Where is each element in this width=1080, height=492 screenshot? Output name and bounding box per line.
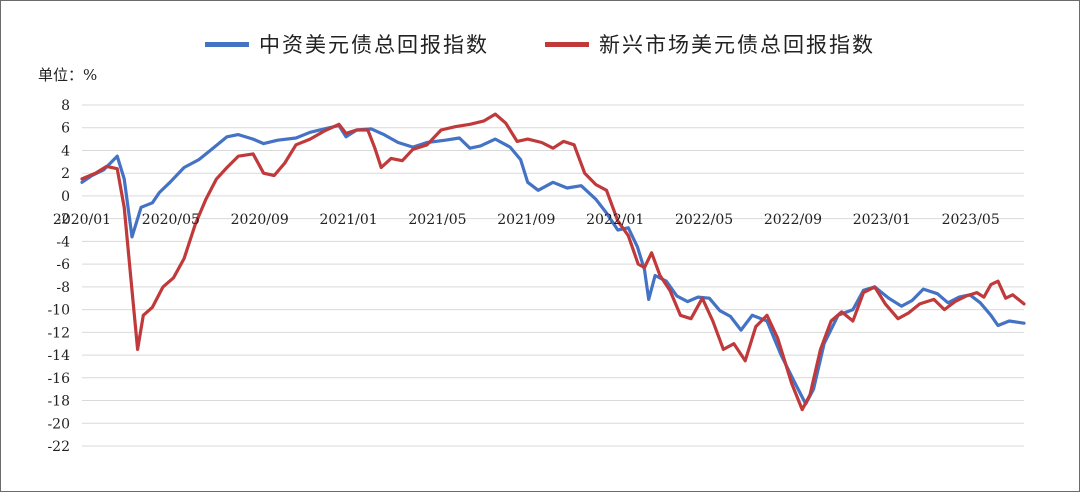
x-tick-label: 2021/01: [320, 212, 378, 228]
y-tick-label: 8: [61, 98, 70, 114]
x-tick-label: 2020/09: [231, 212, 289, 228]
legend-label-series-1: 中资美元债总回报指数: [259, 33, 489, 57]
x-tick-label: 2023/05: [942, 212, 1000, 228]
y-tick-label: 4: [61, 143, 70, 159]
y-tick-label: -4: [56, 234, 70, 250]
y-tick-label: -20: [47, 416, 70, 432]
y-tick-label: -16: [47, 371, 70, 387]
x-tick-label: 2022/01: [586, 212, 644, 228]
legend-swatch-series-2: [545, 41, 589, 47]
x-tick-label: 2021/09: [497, 212, 555, 228]
y-tick-label: -22: [47, 439, 70, 455]
legend-item-series-1: 中资美元债总回报指数: [205, 29, 489, 59]
grid-lines: [82, 104, 1024, 447]
y-axis-tick-labels: 8 6 4 2 0 -2 -4 -6 -8 -10 -12 -14 -16 -18 -20 -22: [47, 98, 70, 455]
x-tick-label: 2023/01: [853, 212, 911, 228]
x-tick-label: 2020/01: [53, 212, 111, 228]
legend-swatch-series-1: [205, 41, 249, 47]
y-tick-label: 6: [61, 121, 70, 137]
x-tick-label: 2021/05: [408, 212, 466, 228]
y-tick-label: 2: [61, 166, 70, 182]
legend-item-series-2: 新兴市场美元债总回报指数: [545, 29, 875, 59]
y-tick-label: -8: [56, 280, 70, 296]
y-tick-label: -18: [47, 394, 70, 410]
y-axis-unit-label: 单位：%: [38, 66, 98, 84]
y-tick-label: -2: [56, 212, 70, 228]
y-tick-label: 0: [61, 189, 70, 205]
x-tick-label: 2022/09: [764, 212, 822, 228]
y-tick-label: -6: [56, 257, 70, 273]
series-line-2: [80, 112, 1026, 412]
y-tick-label: -10: [47, 303, 70, 319]
x-axis-tick-labels: 2020/01 2020/05 2020/09 2021/01 2021/05 2021/…: [53, 212, 1000, 228]
legend-label-series-2: 新兴市场美元债总回报指数: [599, 33, 875, 57]
series-lines: [80, 112, 1026, 412]
y-tick-label: -14: [47, 348, 70, 364]
chart-legend: 中资美元债总回报指数 新兴市场美元债总回报指数: [0, 26, 1080, 62]
series-line-1: [80, 123, 1026, 406]
x-tick-label: 2020/05: [142, 212, 200, 228]
y-tick-label: -12: [47, 325, 70, 341]
x-tick-label: 2022/05: [675, 212, 733, 228]
